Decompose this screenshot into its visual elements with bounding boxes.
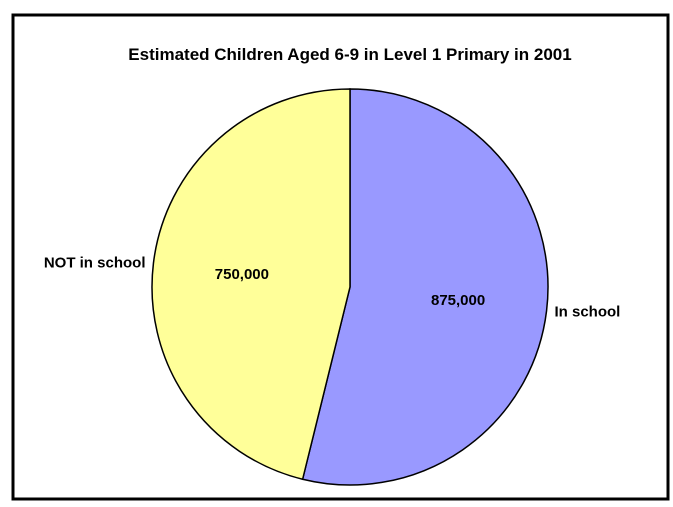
chart-title: Estimated Children Aged 6-9 in Level 1 P…: [128, 45, 571, 64]
pie-slice-not-in-school: [151, 88, 351, 481]
category-label-not-in-school: NOT in school: [44, 254, 146, 271]
labels-layer: 875,000 In school 750,000 NOT in school: [44, 254, 621, 320]
data-label-not-in-school: 750,000: [215, 266, 269, 283]
slices-layer: [151, 88, 549, 486]
data-label-in-school: 875,000: [431, 292, 485, 309]
category-label-in-school: In school: [555, 304, 621, 321]
pie-slice-in-school: [301, 88, 549, 486]
